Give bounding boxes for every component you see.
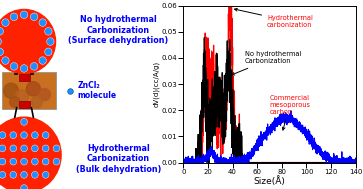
Circle shape — [10, 63, 18, 70]
Circle shape — [32, 145, 38, 152]
Circle shape — [45, 48, 52, 56]
Circle shape — [32, 96, 42, 108]
Circle shape — [0, 171, 6, 178]
Circle shape — [10, 158, 17, 165]
FancyBboxPatch shape — [2, 72, 57, 109]
Circle shape — [39, 19, 46, 26]
Circle shape — [0, 158, 6, 165]
Text: Hydrothermal
Carbonization
(Bulk dehydration): Hydrothermal Carbonization (Bulk dehydra… — [76, 144, 161, 174]
Text: Hydrothermal
carbonization: Hydrothermal carbonization — [234, 8, 313, 28]
Circle shape — [21, 185, 27, 189]
Text: Commercial
mesoporous
carbon: Commercial mesoporous carbon — [270, 95, 310, 130]
Circle shape — [0, 132, 6, 139]
Circle shape — [0, 117, 61, 189]
Circle shape — [2, 57, 9, 64]
Circle shape — [21, 158, 27, 165]
Circle shape — [26, 82, 40, 96]
Circle shape — [10, 145, 17, 152]
Circle shape — [32, 171, 38, 178]
Circle shape — [20, 11, 28, 19]
Circle shape — [0, 145, 6, 152]
Circle shape — [21, 119, 27, 125]
Circle shape — [42, 158, 49, 165]
Circle shape — [4, 83, 19, 98]
Text: No hydrothermal
Carbonization
(Surface dehydration): No hydrothermal Carbonization (Surface d… — [68, 15, 168, 45]
Y-axis label: dV(d)(cc/A/g): dV(d)(cc/A/g) — [154, 61, 160, 107]
Circle shape — [21, 171, 27, 178]
Circle shape — [10, 13, 18, 21]
Circle shape — [42, 171, 49, 178]
Circle shape — [32, 158, 38, 165]
Circle shape — [0, 9, 56, 74]
Circle shape — [38, 88, 50, 101]
Text: ZnCl₂
molecule: ZnCl₂ molecule — [78, 81, 117, 100]
Circle shape — [2, 19, 9, 26]
Circle shape — [10, 97, 20, 107]
Circle shape — [0, 28, 4, 35]
Circle shape — [45, 28, 52, 35]
Circle shape — [53, 158, 60, 165]
FancyBboxPatch shape — [19, 74, 30, 81]
Circle shape — [42, 132, 49, 139]
Circle shape — [21, 132, 27, 139]
Circle shape — [30, 63, 38, 70]
Circle shape — [53, 145, 60, 152]
FancyBboxPatch shape — [19, 101, 30, 108]
Circle shape — [39, 57, 46, 64]
Text: No hydrothermal
Carbonization: No hydrothermal Carbonization — [232, 51, 301, 75]
Circle shape — [16, 90, 29, 103]
Circle shape — [32, 132, 38, 139]
Circle shape — [47, 38, 54, 45]
Circle shape — [30, 13, 38, 21]
Circle shape — [21, 145, 27, 152]
X-axis label: Size(Å): Size(Å) — [254, 176, 285, 186]
Circle shape — [42, 145, 49, 152]
Circle shape — [0, 48, 4, 56]
Circle shape — [10, 132, 17, 139]
Circle shape — [0, 38, 1, 45]
Circle shape — [20, 65, 28, 72]
Circle shape — [10, 171, 17, 178]
